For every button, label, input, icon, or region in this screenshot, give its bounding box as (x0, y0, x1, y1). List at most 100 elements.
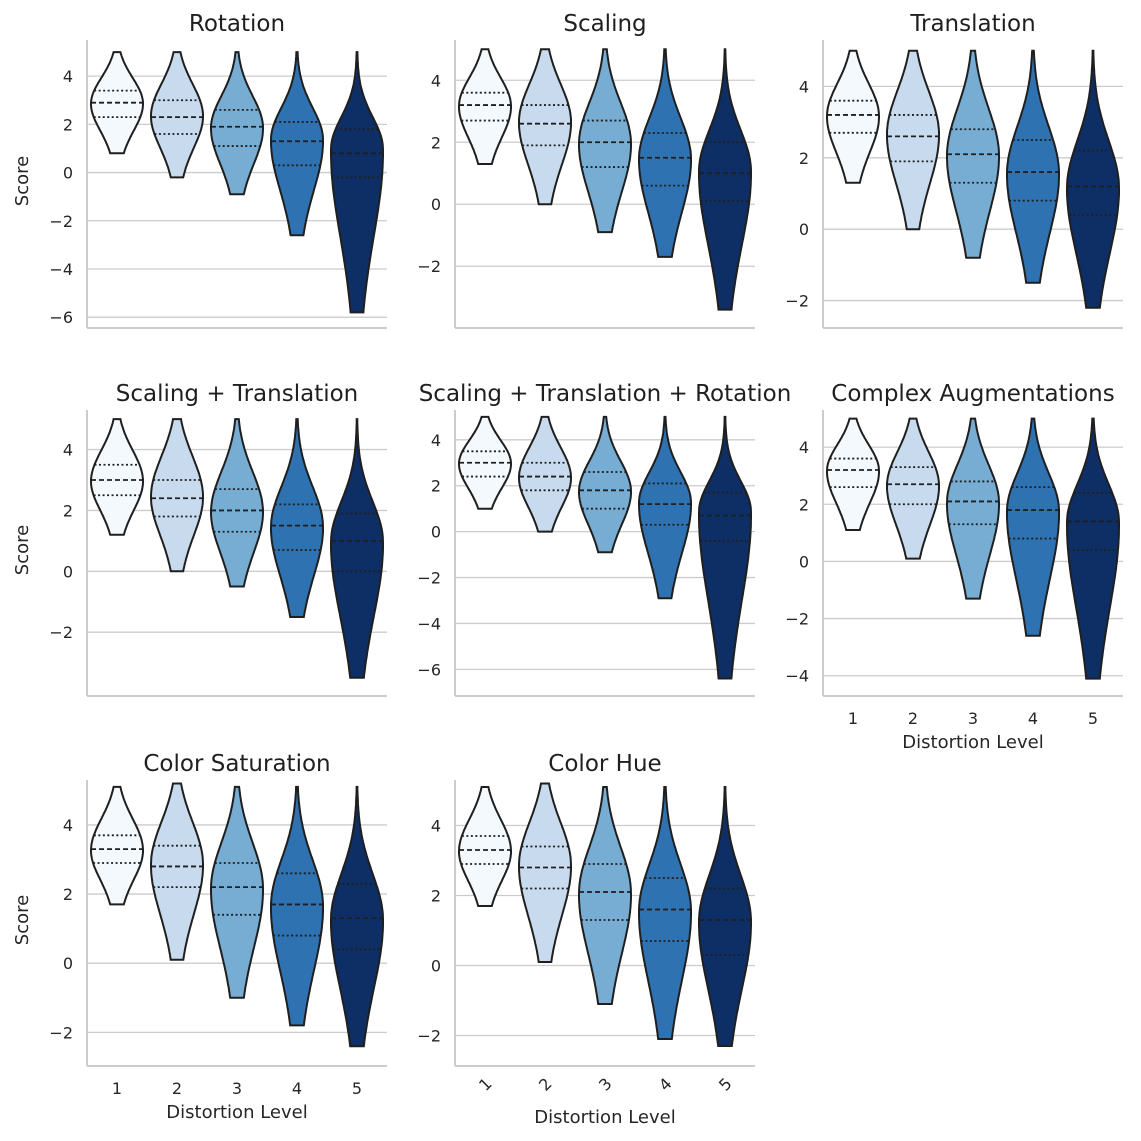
violin-1 (826, 417, 880, 531)
violin-3 (578, 786, 632, 1005)
panel-title: Color Saturation (143, 751, 330, 777)
x-tick-label: 2 (908, 709, 918, 728)
violin-4 (638, 48, 692, 258)
x-tick-label: 1 (848, 709, 858, 728)
y-tick-label: 4 (63, 441, 73, 460)
y-axis-label: Score (12, 525, 33, 575)
panel-title: Scaling + Translation + Rotation (419, 381, 792, 407)
y-tick-label: −2 (417, 257, 441, 276)
violin-4 (270, 785, 324, 1027)
y-tick-label: 0 (431, 195, 441, 214)
panel-title: Translation (909, 11, 1035, 37)
violin-2 (150, 51, 204, 179)
y-tick-label: 0 (431, 957, 441, 976)
violin-2 (886, 417, 940, 560)
violin-2 (150, 418, 204, 573)
panel-title: Rotation (189, 11, 285, 37)
y-tick-label: 2 (63, 115, 73, 134)
violin-4 (1006, 49, 1060, 284)
y-tick-label: −4 (417, 614, 441, 633)
violin-2 (518, 782, 572, 963)
violin-5 (698, 48, 752, 311)
y-tick-label: −2 (417, 1027, 441, 1046)
y-tick-label: −2 (417, 569, 441, 588)
violin-1 (90, 785, 144, 906)
panel-2: −2 0 2 4 Scaling (417, 11, 755, 329)
panel-title: Color Hue (548, 751, 661, 777)
y-tick-label: 2 (63, 501, 73, 520)
y-tick-label: 2 (799, 495, 809, 514)
x-tick-label: 1 (112, 1079, 122, 1098)
y-tick-label: 0 (799, 220, 809, 239)
panel-7: −2 0 2 4 Color Saturation Score 1 2 3 4 5 Distortio… (12, 751, 387, 1123)
y-tick-label: 4 (799, 77, 809, 96)
violin-3 (946, 417, 1000, 600)
violin-1 (458, 786, 512, 907)
y-tick-label: −2 (785, 610, 809, 629)
violin-4 (638, 415, 692, 600)
x-tick-label: 5 (352, 1079, 362, 1098)
x-tick-label: 5 (715, 1074, 736, 1095)
y-axis-label: Score (12, 895, 33, 945)
violin-5 (1066, 49, 1120, 309)
x-tick-label: 4 (655, 1074, 676, 1095)
x-tick-label: 4 (292, 1079, 302, 1098)
panel-1: −6 −4 −2 0 2 4 Rotation Score (12, 11, 387, 329)
y-tick-label: 0 (63, 954, 73, 973)
x-axis-label: Distortion Level (902, 732, 1043, 753)
panel-title: Scaling + Translation (116, 381, 359, 407)
y-axis-label: Score (12, 156, 33, 206)
panel-5: −6 −4 −2 0 2 4 Scaling + Translation + Rotatio… (417, 381, 792, 697)
y-tick-label: 0 (63, 164, 73, 183)
panel-6: −4 −2 0 2 4 Complex Augmentations 1 2 3 4 5 Distort… (785, 381, 1123, 753)
panel-4: −2 0 2 4 Scaling + Translation Score (12, 381, 387, 697)
y-tick-label: 4 (431, 71, 441, 90)
y-tick-label: −2 (49, 623, 73, 642)
y-tick-label: −2 (49, 1023, 73, 1042)
violin-4 (270, 51, 324, 237)
y-tick-label: −6 (417, 660, 441, 679)
y-tick-label: 4 (63, 67, 73, 86)
violin-5 (698, 415, 752, 680)
violin-1 (826, 49, 880, 184)
violin-4 (1006, 417, 1060, 637)
violin-3 (210, 785, 264, 999)
x-tick-label: 2 (535, 1074, 556, 1095)
panel-3: −2 0 2 4 Translation (785, 11, 1123, 329)
y-tick-label: 0 (799, 552, 809, 571)
x-tick-label: 3 (595, 1074, 616, 1095)
violin-5 (698, 786, 752, 1047)
y-tick-label: −2 (49, 212, 73, 231)
x-tick-label: 5 (1088, 709, 1098, 728)
violin-2 (518, 48, 572, 206)
violin-1 (458, 48, 512, 165)
panel-title: Scaling (563, 11, 646, 37)
violin-5 (330, 785, 384, 1048)
violin-2 (518, 415, 572, 533)
y-tick-label: 2 (431, 887, 441, 906)
y-tick-label: −4 (49, 260, 73, 279)
y-tick-label: 2 (431, 477, 441, 496)
y-tick-label: −2 (785, 292, 809, 311)
violin-5 (330, 418, 384, 679)
y-tick-label: −6 (49, 308, 73, 327)
y-tick-label: 4 (799, 438, 809, 457)
violin-4 (638, 786, 692, 1040)
y-tick-label: 4 (63, 816, 73, 835)
violin-3 (578, 415, 632, 554)
y-tick-label: 0 (431, 523, 441, 542)
x-axis-label: Distortion Level (166, 1102, 307, 1123)
x-axis-label: Distortion Level (534, 1107, 675, 1128)
panel-title: Complex Augmentations (831, 381, 1114, 407)
violin-2 (150, 782, 204, 961)
x-tick-label: 3 (232, 1079, 242, 1098)
violin-3 (578, 48, 632, 234)
y-tick-label: 4 (431, 431, 441, 450)
y-tick-label: 4 (431, 817, 441, 836)
y-tick-label: 2 (431, 133, 441, 152)
y-tick-label: 2 (63, 885, 73, 904)
violin-3 (210, 418, 264, 588)
violin-5 (330, 51, 384, 314)
violin-2 (886, 49, 940, 231)
